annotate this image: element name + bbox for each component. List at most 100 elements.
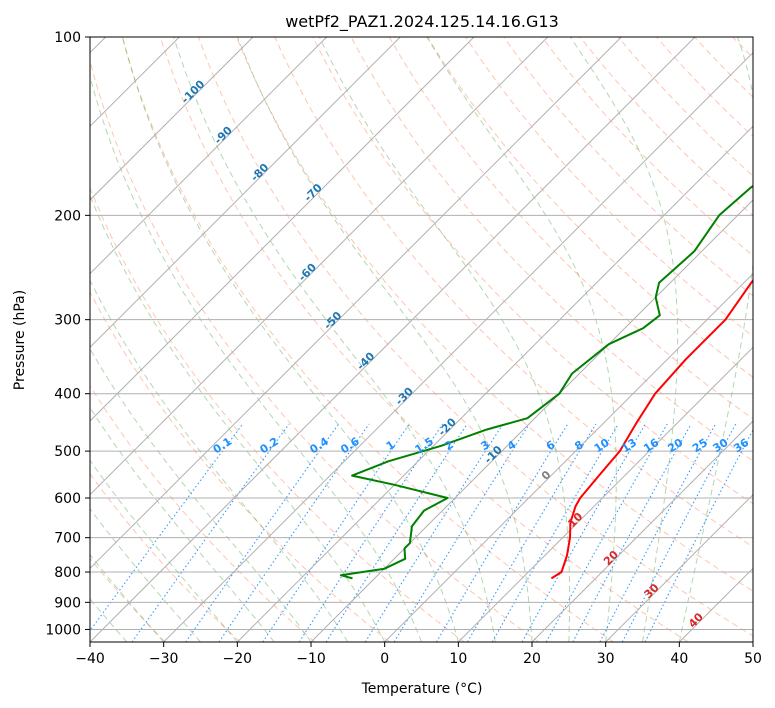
x-tick-label: 10 xyxy=(449,651,467,667)
y-tick-label: 500 xyxy=(54,444,81,460)
dry-adiabat xyxy=(236,37,753,592)
isotherm-line xyxy=(90,37,696,642)
mixing-ratio-line xyxy=(621,423,737,642)
plot-frame xyxy=(89,36,754,643)
isotherm-label: -50 xyxy=(321,309,344,332)
moist-adiabat xyxy=(90,508,201,642)
isotherm-label: 10 xyxy=(565,510,585,530)
y-axis-title: Pressure (hPa) xyxy=(12,290,28,390)
x-tick-label: −40 xyxy=(75,651,105,667)
dry-adiabat xyxy=(350,37,753,462)
y-tick-label: 600 xyxy=(54,491,81,507)
mixing-ratio-label: 0.6 xyxy=(338,435,362,457)
mixing-ratio-line xyxy=(393,423,530,642)
moist-adiabat xyxy=(122,37,459,642)
isotherm-line xyxy=(90,37,401,349)
temperature-line xyxy=(550,278,753,580)
mixing-ratio-line xyxy=(364,423,504,642)
isotherm-line xyxy=(531,420,753,642)
x-tick-label: 20 xyxy=(523,651,541,667)
mixing-ratio-line xyxy=(491,423,619,642)
mixing-ratio-label: 0.1 xyxy=(211,435,234,457)
moist-adiabat xyxy=(90,347,312,642)
y-tick-label: 1000 xyxy=(45,622,81,638)
y-tick-label: 200 xyxy=(54,208,81,224)
y-tick-label: 900 xyxy=(54,595,81,611)
isotherm-label: -40 xyxy=(354,349,377,372)
mixing-ratio-label: 10 xyxy=(592,436,612,455)
mixing-ratio-line xyxy=(435,423,569,642)
isotherm-line xyxy=(236,125,753,642)
dry-adiabat xyxy=(121,37,614,642)
dry-adiabat xyxy=(90,291,390,642)
moist-adiabat xyxy=(90,406,275,642)
mixing-ratio-label: 25 xyxy=(690,436,710,455)
isotherm-label: 20 xyxy=(601,548,621,568)
y-tick-label: 700 xyxy=(54,531,81,547)
y-tick-label: 400 xyxy=(54,387,81,403)
isotherm-label: -70 xyxy=(302,181,325,204)
mixing-ratio-line xyxy=(545,423,668,642)
chart-title: wetPf2_PAZ1.2024.125.14.16.G13 xyxy=(285,12,559,32)
moist-adiabat xyxy=(173,37,496,642)
dry-adiabat xyxy=(90,186,465,642)
dry-adiabat xyxy=(503,37,753,297)
mixing-ratio-label: 0.4 xyxy=(307,435,331,457)
dry-adiabat xyxy=(656,37,753,138)
dewpoint-line xyxy=(339,184,753,580)
moist-adiabat xyxy=(318,37,571,642)
moist-adiabat xyxy=(678,37,753,642)
isotherm-line xyxy=(752,641,753,642)
dry-adiabat xyxy=(274,37,753,548)
dry-adiabat xyxy=(771,37,775,642)
y-tick-label: 300 xyxy=(54,313,81,329)
dry-adiabat xyxy=(617,37,753,177)
mixing-ratio-line xyxy=(644,428,753,642)
moist-adiabat xyxy=(569,37,679,642)
moist-adiabat xyxy=(90,74,422,642)
mixing-ratio-line xyxy=(572,423,692,642)
moist-adiabat xyxy=(90,459,238,642)
isotherm-label: -20 xyxy=(436,415,459,438)
dry-adiabat xyxy=(541,37,753,257)
x-tick-label: 30 xyxy=(597,651,615,667)
y-tick-label: 800 xyxy=(54,565,81,581)
gridlines xyxy=(90,37,753,642)
x-tick-label: 0 xyxy=(380,651,389,667)
mixing-ratio-line xyxy=(262,423,410,642)
isotherm-line xyxy=(90,37,254,201)
x-tick-label: −20 xyxy=(223,651,253,667)
isotherm-line xyxy=(605,493,753,642)
x-tick-label: −10 xyxy=(296,651,326,667)
profile-lines xyxy=(339,184,753,580)
isotherm-label: -80 xyxy=(248,161,271,184)
x-tick-label: −30 xyxy=(149,651,179,667)
dry-adiabat xyxy=(388,37,753,420)
isotherm-label: -60 xyxy=(296,260,319,283)
dry-adiabat xyxy=(159,37,689,642)
dry-adiabat xyxy=(312,37,753,505)
isotherm-line xyxy=(384,272,753,642)
mixing-ratio-line xyxy=(131,423,290,642)
mixing-ratio-line xyxy=(298,423,444,642)
moist-adiabat xyxy=(90,598,128,642)
isotherm-line xyxy=(90,37,475,422)
dry-adiabat xyxy=(90,384,316,642)
dry-adiabat xyxy=(90,472,241,642)
x-tick-label: 40 xyxy=(670,651,688,667)
mixing-ratio-label: 20 xyxy=(665,436,685,455)
isotherm-line xyxy=(310,199,753,642)
isotherm-line xyxy=(90,37,549,496)
isotherm-label: -30 xyxy=(393,384,416,407)
mixing-ratio-line xyxy=(90,423,244,632)
y-axis-ticks: 100 200 300 400 500 600 700 800 900 1000 xyxy=(45,30,90,638)
mixing-ratio-line xyxy=(218,423,370,642)
isotherm-line xyxy=(90,37,328,275)
dry-adiabat xyxy=(198,37,753,637)
moist-adiabat xyxy=(426,37,617,642)
mixing-ratio-line xyxy=(599,423,716,642)
isotherm-label: 40 xyxy=(686,610,706,630)
isopleth-labels: 0.1 0.2 0.4 0.6 1 1.5 2 3 4 6 8 10 13 16 20 25 30 36-100-… xyxy=(179,77,752,630)
dry-adiabat xyxy=(426,37,753,378)
